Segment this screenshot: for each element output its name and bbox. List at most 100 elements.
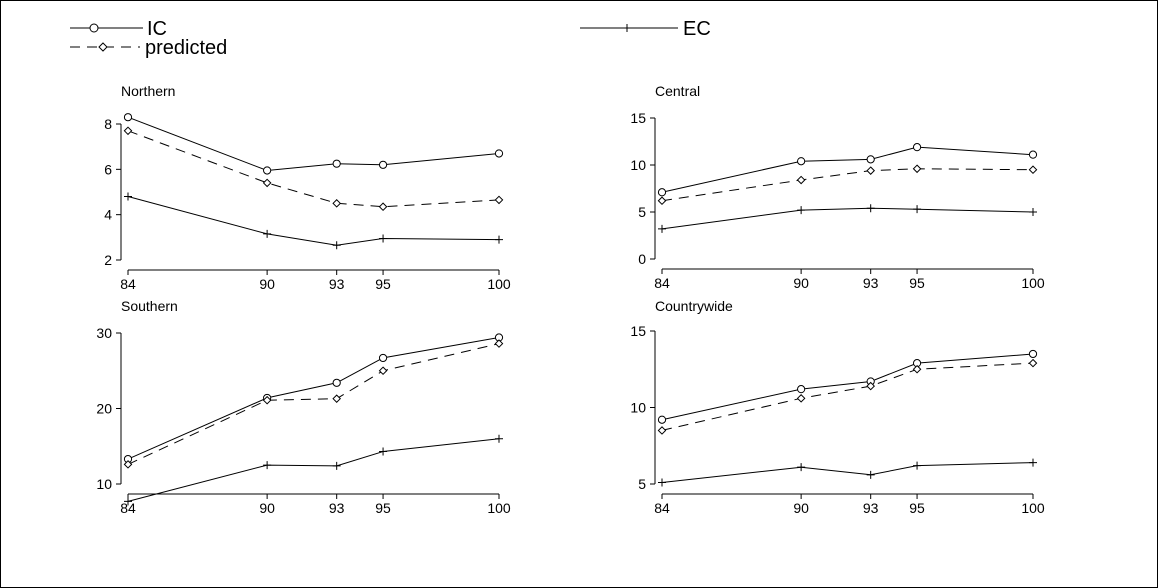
- y-tick-label: 5: [638, 476, 646, 492]
- x-tick-label: 95: [909, 275, 925, 291]
- series-line-predicted: [661, 168, 1034, 202]
- data-point-predicted: [378, 202, 388, 212]
- series-line-ec: [127, 438, 500, 502]
- y-tick-label: 5: [638, 204, 646, 220]
- data-point-ic: [797, 157, 806, 166]
- panels: Northern 2 4 6 8 84 90 93 95 100 Central 0 5 10 15 84 90…: [96, 83, 1044, 516]
- y-tick-label: 10: [630, 157, 646, 173]
- x-tick-label: 84: [120, 276, 136, 292]
- data-point-predicted: [657, 196, 667, 206]
- legend: IC predicted EC: [70, 18, 711, 59]
- data-point-ic: [866, 155, 875, 164]
- panel-title-central: Central: [655, 83, 700, 99]
- data-point-predicted: [796, 175, 806, 185]
- legend-label-ec: EC: [683, 18, 711, 40]
- data-point-ec: [332, 241, 341, 250]
- x-tick-label: 90: [259, 276, 275, 292]
- data-point-ec: [263, 461, 272, 470]
- data-point-predicted: [123, 126, 133, 136]
- x-tick-label: 90: [259, 500, 275, 516]
- data-point-ic: [912, 143, 922, 152]
- data-point-predicted: [796, 394, 806, 403]
- legend-marker-ec: [623, 24, 631, 32]
- data-point-predicted: [378, 366, 388, 376]
- legend-label-ic: IC: [147, 18, 167, 40]
- x-tick-label: 95: [375, 276, 391, 292]
- legend-item-predicted: predicted: [70, 37, 227, 59]
- y-tick-label: 15: [630, 110, 646, 126]
- data-point-predicted: [494, 339, 504, 348]
- data-point-ic: [378, 160, 388, 169]
- series-line-ic: [661, 146, 1034, 193]
- panel-title-southern: Southern: [121, 298, 178, 314]
- data-point-ic: [494, 149, 504, 158]
- x-tick-label: 90: [793, 275, 809, 291]
- legend-label-predicted: predicted: [145, 37, 227, 59]
- data-point-predicted: [912, 364, 922, 374]
- data-point-ic: [263, 166, 272, 175]
- legend-marker-predicted: [98, 42, 108, 52]
- x-tick-label: 84: [654, 500, 670, 516]
- series-line-ic: [127, 337, 500, 460]
- y-tick-label: 2: [104, 252, 112, 268]
- x-tick-label: 95: [909, 500, 925, 516]
- data-point-predicted: [912, 164, 922, 174]
- data-point-ec: [332, 461, 341, 470]
- y-tick-label: 10: [96, 476, 112, 492]
- data-point-predicted: [262, 395, 272, 405]
- panel-central: Central 0 5 10 15 84 90 93 95 100: [630, 83, 1044, 291]
- x-tick-label: 93: [863, 500, 879, 516]
- y-tick-label: 6: [104, 161, 112, 177]
- series-line-ec: [661, 207, 1034, 230]
- data-point-predicted: [1028, 165, 1038, 175]
- y-tick-label: 20: [96, 401, 112, 417]
- y-tick-label: 0: [638, 251, 646, 267]
- panel-countrywide: Countrywide 5 10 15 84 90 93 95 100: [630, 298, 1044, 516]
- data-point-ic: [657, 188, 667, 197]
- legend-item-ic: IC: [70, 18, 167, 40]
- series-line-predicted: [127, 343, 500, 465]
- data-point-ec: [124, 497, 132, 506]
- x-tick-label: 84: [654, 275, 670, 291]
- data-point-predicted: [123, 460, 133, 469]
- data-point-ic: [378, 353, 388, 363]
- data-point-ec: [1029, 458, 1037, 467]
- data-point-predicted: [866, 381, 875, 391]
- data-point-ec: [797, 206, 806, 215]
- data-point-ic: [657, 415, 667, 424]
- legend-item-ec: EC: [580, 18, 711, 40]
- panel-title-countrywide: Countrywide: [655, 298, 733, 314]
- data-point-ec: [913, 461, 922, 470]
- data-point-predicted: [494, 195, 504, 205]
- x-tick-label: 100: [1021, 275, 1045, 291]
- data-point-predicted: [332, 199, 341, 208]
- x-tick-label: 90: [793, 500, 809, 516]
- data-point-predicted: [332, 394, 341, 403]
- x-tick-label: 100: [1021, 500, 1045, 516]
- series-line-ic: [127, 116, 500, 172]
- data-point-ec: [263, 229, 272, 238]
- series-line-predicted: [661, 362, 1034, 431]
- data-point-ec: [658, 478, 666, 487]
- data-point-ec: [379, 447, 388, 456]
- series-line-ic: [661, 353, 1034, 421]
- panel-northern: Northern 2 4 6 8 84 90 93 95 100: [104, 83, 511, 292]
- data-point-ec: [866, 470, 875, 479]
- data-point-ic: [332, 378, 341, 387]
- data-point-ec: [866, 204, 875, 213]
- data-point-ec: [124, 192, 132, 201]
- data-point-predicted: [262, 178, 272, 188]
- legend-marker-ic: [89, 23, 99, 33]
- data-point-ec: [797, 463, 806, 472]
- data-point-ec: [495, 434, 503, 443]
- x-tick-label: 93: [863, 275, 879, 291]
- y-tick-label: 8: [104, 116, 112, 132]
- data-point-ic: [1028, 349, 1038, 359]
- data-point-ic: [332, 159, 341, 168]
- data-point-ec: [495, 235, 503, 244]
- data-point-ic: [1028, 150, 1038, 159]
- y-tick-label: 4: [104, 207, 112, 223]
- x-tick-label: 100: [487, 500, 511, 516]
